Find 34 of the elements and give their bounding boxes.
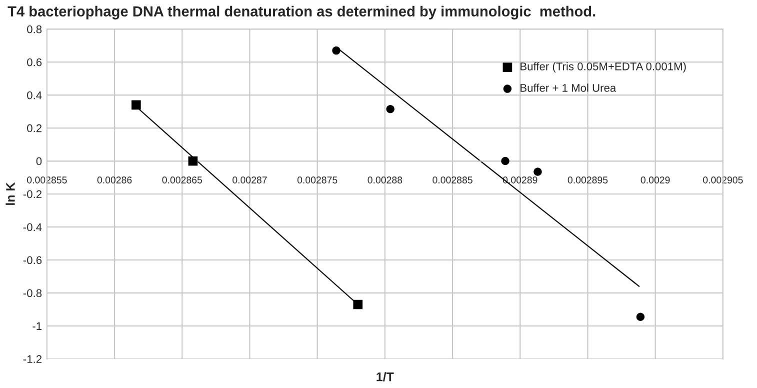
x-axis-title: 1/T xyxy=(376,372,394,382)
x-tick-label: 0.00286 xyxy=(97,176,132,184)
point xyxy=(636,312,645,321)
y-tick-label: -1 xyxy=(32,322,42,330)
y-axis-title: ln K xyxy=(6,182,15,205)
chart-title: T4 bacteriophage DNA thermal denaturation as determined by immunologic method. xyxy=(8,6,596,20)
point xyxy=(386,104,394,114)
x-tick-label: 0.002905 xyxy=(703,176,743,184)
y-tick-label: 0.6 xyxy=(27,58,42,66)
point xyxy=(132,100,141,110)
x-tick-label: 0.002895 xyxy=(568,176,608,184)
point xyxy=(353,300,363,310)
x-tick-label: 0.002855 xyxy=(27,176,67,184)
legend-label: Buffer (Tris 0.05M+EDTA 0.001M) xyxy=(520,62,686,73)
point xyxy=(188,156,198,166)
legend-label: Buffer + 1 Mol Urea xyxy=(520,84,616,92)
point xyxy=(534,168,542,176)
y-tick-label: 0.8 xyxy=(27,25,42,34)
point xyxy=(332,46,340,55)
x-tick-label: 0.0029 xyxy=(640,176,670,184)
y-tick-label: -0.6 xyxy=(23,256,42,264)
point xyxy=(501,156,510,166)
x-tick-label: 0.00287 xyxy=(232,176,267,184)
y-tick-label: 0 xyxy=(36,157,42,166)
x-tick-label: 0.002865 xyxy=(162,176,202,184)
y-tick-label: 0.4 xyxy=(27,91,42,100)
y-tick-label: 0.2 xyxy=(27,124,42,132)
y-tick-label: -0.4 xyxy=(23,223,42,232)
x-tick-label: 0.002885 xyxy=(432,176,472,184)
y-tick-label: -1.2 xyxy=(23,355,42,363)
x-tick-label: 0.002875 xyxy=(297,176,338,184)
y-tick-label: -0.8 xyxy=(23,289,42,298)
y-tick-label: -0.2 xyxy=(23,190,42,198)
x-tick-label: 0.00288 xyxy=(368,176,402,184)
